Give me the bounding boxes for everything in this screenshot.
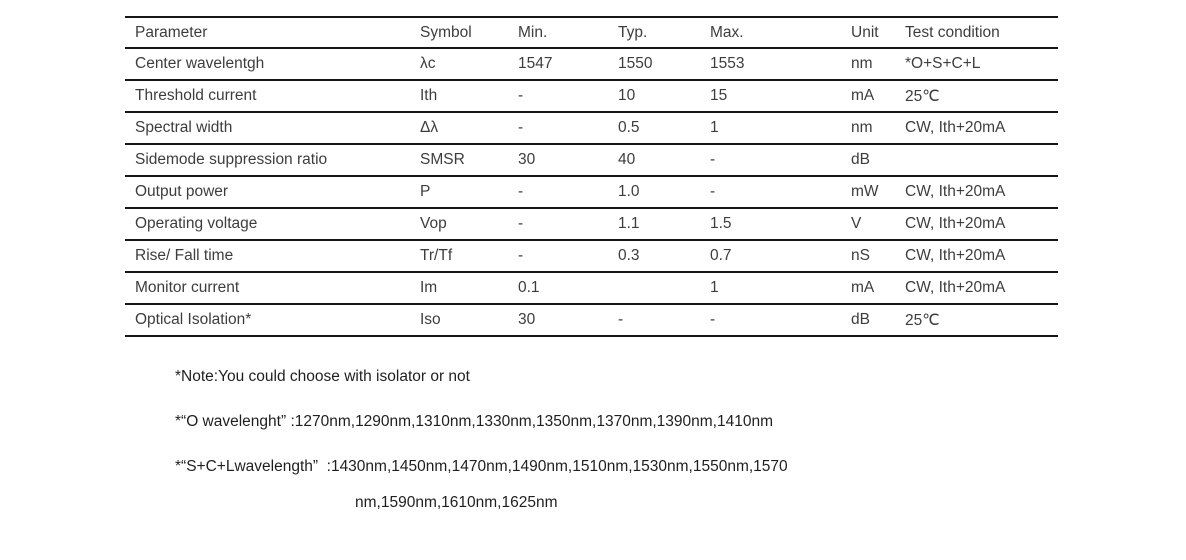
unit-cell: dB — [851, 311, 870, 328]
max-cell: - — [710, 311, 716, 328]
column-header-unit: Unit — [851, 23, 879, 41]
min-cell: - — [518, 215, 524, 232]
typ-cell: 1.1 — [618, 215, 640, 232]
max-cell: 15 — [710, 87, 728, 104]
max-cell: - — [710, 151, 716, 168]
note-isolator: *Note:You could choose with isolator or … — [175, 368, 470, 385]
column-header-parameter: Parameter — [135, 23, 208, 41]
unit-cell: nm — [851, 119, 873, 136]
symbol-cell: P — [420, 183, 431, 200]
parameter-cell: Output power — [135, 183, 229, 200]
typ-cell — [618, 272, 710, 304]
unit-cell: V — [851, 215, 862, 232]
header-row: Parameter Symbol Min. Typ. Max. Unit Tes… — [125, 17, 1058, 48]
parameter-cell: Optical Isolation* — [135, 311, 252, 328]
column-header-typ: Typ. — [618, 23, 648, 41]
test-condition-cell — [905, 144, 1058, 176]
parameter-cell: Center wavelentgh — [135, 55, 265, 72]
max-cell: 1 — [710, 279, 719, 296]
unit-cell: nS — [851, 247, 870, 264]
min-cell: 30 — [518, 151, 536, 168]
spec-row-rise-fall-time: Rise/ Fall time Tr/Tf - 0.3 0.7 nS CW, I… — [125, 240, 1058, 272]
column-header-max: Max. — [710, 23, 744, 41]
typ-cell: 1.0 — [618, 183, 640, 200]
min-cell: - — [518, 119, 524, 136]
test-condition-cell: CW, Ith+20mA — [905, 215, 1006, 232]
test-condition-cell: *O+S+C+L — [905, 55, 981, 72]
parameter-cell: Monitor current — [135, 279, 240, 296]
max-cell: 1 — [710, 119, 719, 136]
test-condition-cell: CW, Ith+20mA — [905, 279, 1006, 296]
unit-cell: mA — [851, 279, 875, 296]
note-o-wavelength: *“O wavelenght” :1270nm,1290nm,1310nm,13… — [175, 413, 773, 430]
parameter-cell: Rise/ Fall time — [135, 247, 234, 264]
test-condition-cell: 25℃ — [905, 87, 940, 105]
max-cell: 1553 — [710, 55, 745, 72]
min-cell: - — [518, 183, 524, 200]
typ-cell: 1550 — [618, 55, 653, 72]
parameter-cell: Threshold current — [135, 87, 257, 104]
column-header-symbol: Symbol — [420, 23, 472, 41]
symbol-cell: Im — [420, 279, 438, 296]
max-cell: 0.7 — [710, 247, 732, 264]
symbol-cell: Δλ — [420, 119, 439, 136]
spec-row-center-wavelength: Center wavelentgh λc 1547 1550 1553 nm *… — [125, 48, 1058, 80]
unit-cell: mA — [851, 87, 875, 104]
spec-row-optical-isolation: Optical Isolation* Iso 30 - - dB 25℃ — [125, 304, 1058, 336]
note-scl-wavelength-line2: nm,1590nm,1610nm,1625nm — [355, 494, 558, 511]
spec-row-threshold-current: Threshold current Ith - 10 15 mA 25℃ — [125, 80, 1058, 112]
min-cell: 1547 — [518, 55, 553, 72]
min-cell: 30 — [518, 311, 536, 328]
column-header-min: Min. — [518, 23, 548, 41]
min-cell: - — [518, 87, 524, 104]
symbol-cell: Tr/Tf — [420, 247, 453, 264]
spec-row-sidemode-suppression-ratio: Sidemode suppression ratio SMSR 30 40 - … — [125, 144, 1058, 176]
test-condition-cell: CW, Ith+20mA — [905, 183, 1006, 200]
unit-cell: nm — [851, 55, 873, 72]
symbol-cell: Vop — [420, 215, 447, 232]
symbol-cell: Ith — [420, 87, 438, 104]
unit-cell: dB — [851, 151, 870, 168]
spec-row-operating-voltage: Operating voltage Vop - 1.1 1.5 V CW, It… — [125, 208, 1058, 240]
note-scl-wavelength-line1: *“S+C+Lwavelength” :1430nm,1450nm,1470nm… — [175, 458, 788, 475]
column-header-test-condition: Test condition — [905, 23, 1000, 41]
typ-cell: 0.5 — [618, 119, 640, 136]
test-condition-cell: CW, Ith+20mA — [905, 247, 1006, 264]
parameter-cell: Operating voltage — [135, 215, 258, 232]
spec-table: Parameter Symbol Min. Typ. Max. Unit Tes… — [125, 16, 1058, 337]
spec-row-output-power: Output power P - 1.0 - mW CW, Ith+20mA — [125, 176, 1058, 208]
max-cell: - — [710, 183, 716, 200]
symbol-cell: λc — [420, 55, 436, 72]
typ-cell: 10 — [618, 87, 636, 104]
unit-cell: mW — [851, 183, 879, 200]
max-cell: 1.5 — [710, 215, 732, 232]
test-condition-cell: 25℃ — [905, 311, 940, 329]
test-condition-cell: CW, Ith+20mA — [905, 119, 1006, 136]
min-cell: 0.1 — [518, 279, 540, 296]
typ-cell: - — [618, 311, 624, 328]
parameter-cell: Spectral width — [135, 119, 233, 136]
spec-row-spectral-width: Spectral width Δλ - 0.5 1 nm CW, Ith+20m… — [125, 112, 1058, 144]
symbol-cell: SMSR — [420, 151, 465, 168]
symbol-cell: Iso — [420, 311, 441, 328]
min-cell: - — [518, 247, 524, 264]
typ-cell: 0.3 — [618, 247, 640, 264]
spec-row-monitor-current: Monitor current Im 0.1 1 mA CW, Ith+20mA — [125, 272, 1058, 304]
typ-cell: 40 — [618, 151, 636, 168]
parameter-cell: Sidemode suppression ratio — [135, 151, 328, 168]
